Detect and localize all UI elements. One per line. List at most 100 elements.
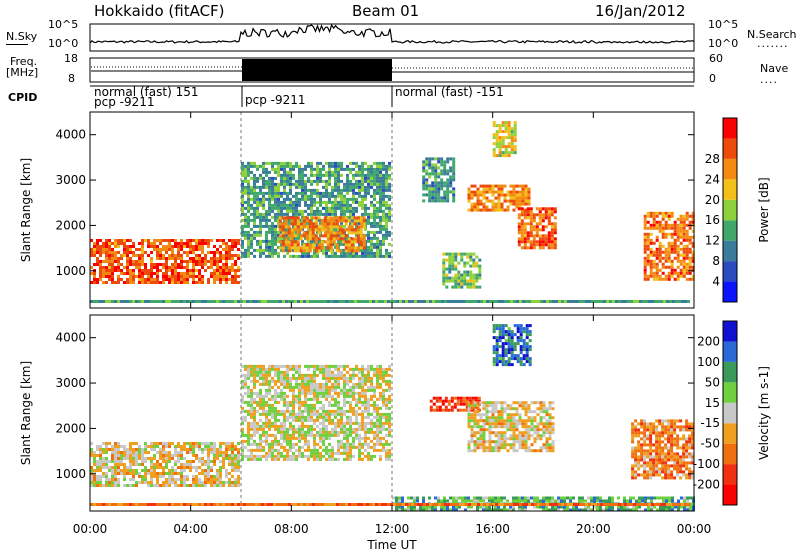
heatmap-cell — [379, 167, 382, 171]
heatmap-cell — [376, 436, 379, 440]
heatmap-cell — [259, 442, 262, 446]
heatmap-cell — [283, 397, 286, 401]
heatmap-cell — [298, 409, 301, 413]
heatmap-cell — [498, 151, 502, 155]
heatmap-cell — [138, 281, 141, 284]
heatmap-cell — [292, 385, 295, 389]
heatmap-cell — [222, 460, 225, 463]
heatmap-cell — [99, 460, 102, 463]
heatmap-cell — [237, 451, 240, 454]
heatmap-cell — [219, 269, 222, 272]
heatmap-cell — [283, 385, 286, 389]
freq-tick-top: 18 — [64, 52, 78, 65]
heatmap-cell — [355, 367, 358, 371]
heatmap-cell — [256, 421, 259, 425]
heatmap-cell — [105, 248, 108, 251]
heatmap-cell — [379, 391, 382, 395]
heatmap-cell — [532, 234, 536, 238]
heatmap-cell — [331, 185, 334, 189]
heatmap-cell — [120, 445, 123, 448]
heatmap-cell — [679, 229, 683, 233]
heatmap-cell — [652, 277, 656, 281]
heatmap-cell — [192, 275, 195, 278]
station-title: Hokkaido (fitACF) — [94, 2, 225, 20]
heatmap-cell — [108, 469, 111, 472]
heatmap-cell — [364, 439, 367, 443]
heatmap-cell — [277, 245, 280, 249]
heatmap-cell — [241, 418, 244, 422]
heatmap-cell — [286, 179, 289, 183]
heatmap-cell — [679, 274, 683, 278]
heatmap-cell — [550, 240, 554, 244]
heatmap-cell — [129, 451, 132, 454]
heatmap-cell — [325, 382, 328, 386]
heatmap-cell — [241, 224, 244, 228]
heatmap-cell — [156, 463, 159, 466]
heatmap-cell — [355, 445, 358, 449]
heatmap-cell — [117, 454, 120, 457]
heatmap-cell — [204, 239, 207, 242]
heatmap-cell — [271, 454, 274, 458]
heatmap-cell — [553, 246, 557, 250]
heatmap-cell — [144, 278, 147, 281]
heatmap-cell — [434, 196, 438, 200]
heatmap-cell — [326, 240, 330, 244]
heatmap-cell — [682, 232, 686, 236]
heatmap-cell — [201, 260, 204, 263]
heatmap-cell — [265, 224, 268, 228]
heatmap-cell — [385, 218, 388, 222]
heatmap-cell — [105, 281, 108, 284]
heatmap-cell — [676, 274, 680, 278]
heatmap-cell — [476, 422, 480, 426]
heatmap-cell — [472, 285, 476, 289]
heatmap-cell — [346, 454, 349, 458]
heatmap-cell — [114, 469, 117, 472]
heatmap-cell — [361, 179, 364, 183]
heatmap-cell — [688, 214, 692, 218]
heatmap-cell — [500, 190, 504, 194]
heatmap-cell — [452, 160, 456, 164]
heatmap-cell — [373, 400, 376, 404]
heatmap-cell — [277, 200, 280, 204]
heatmap-cell — [253, 215, 256, 219]
heatmap-cell — [353, 237, 357, 241]
heatmap-cell — [225, 257, 228, 260]
heatmap-cell — [331, 430, 334, 434]
heatmap-cell — [132, 242, 135, 245]
heatmap-cell — [326, 225, 330, 229]
heatmap-cell — [364, 254, 367, 258]
heatmap-cell — [479, 437, 483, 441]
heatmap-cell — [216, 451, 219, 454]
heatmap-cell — [201, 248, 204, 251]
heatmap-cell — [259, 376, 262, 380]
heatmap-cell — [655, 247, 659, 251]
heatmap-cell — [231, 481, 234, 484]
heatmap-cell — [359, 228, 363, 232]
heatmap-cell — [138, 481, 141, 484]
heatmap-cell — [527, 190, 531, 194]
heatmap-cell — [358, 400, 361, 404]
heatmap-cell — [265, 170, 268, 174]
heatmap-cell — [446, 196, 450, 200]
heatmap-cell — [367, 454, 370, 458]
heatmap-cell — [526, 213, 530, 217]
heatmap-cell — [144, 251, 147, 254]
heatmap-cell — [349, 451, 352, 455]
heatmap-cell — [253, 439, 256, 443]
heatmap-cell — [362, 222, 366, 226]
heatmap-cell — [526, 210, 530, 214]
heatmap-cell — [492, 142, 496, 146]
heatmap-cell — [553, 240, 557, 244]
heatmap-cell — [334, 427, 337, 431]
heatmap-cell — [335, 243, 339, 247]
heatmap-cell — [434, 166, 438, 170]
heatmap-cell — [376, 239, 379, 243]
heatmap-cell — [183, 481, 186, 484]
ground-scatter-cell — [105, 300, 108, 303]
heatmap-cell — [138, 457, 141, 460]
heatmap-cell — [198, 484, 201, 487]
heatmap-cell — [331, 382, 334, 386]
heatmap-cell — [311, 222, 315, 226]
heatmap-cell — [271, 448, 274, 452]
heatmap-cell — [105, 463, 108, 466]
